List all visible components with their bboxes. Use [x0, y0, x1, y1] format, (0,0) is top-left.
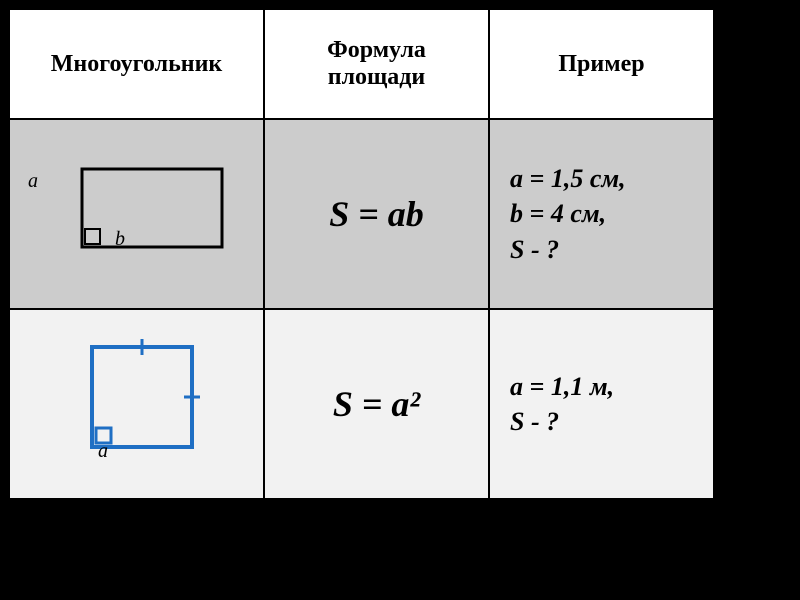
header-polygon: Многоугольник [9, 9, 264, 119]
table-row: a b S = ab a = 1,5 см, b = 4 см, S - ? [9, 119, 714, 309]
formula-text: S = ab [265, 193, 488, 235]
formula-cell: S = ab [264, 119, 489, 309]
label-b: b [115, 228, 125, 251]
formula-text: S = a² [265, 383, 488, 425]
header-formula: Формула площади [264, 9, 489, 119]
label-a: a [98, 440, 108, 463]
example-text: a = 1,1 м, S - ? [490, 369, 713, 439]
label-a: a [28, 170, 38, 193]
header-example: Пример [489, 9, 714, 119]
example-cell: a = 1,5 см, b = 4 см, S - ? [489, 119, 714, 309]
example-text: a = 1,5 см, b = 4 см, S - ? [490, 161, 713, 266]
shape-cell-rectangle: a b [9, 119, 264, 309]
example-cell: a = 1,1 м, S - ? [489, 309, 714, 499]
shape-cell-square: a [9, 309, 264, 499]
square-icon [52, 329, 222, 479]
rectangle-icon [42, 149, 232, 279]
formula-cell: S = a² [264, 309, 489, 499]
formula-table: Многоугольник Формула площади Пример a b… [8, 8, 715, 500]
table-row: a S = a² a = 1,1 м, S - ? [9, 309, 714, 499]
header-row: Многоугольник Формула площади Пример [9, 9, 714, 119]
